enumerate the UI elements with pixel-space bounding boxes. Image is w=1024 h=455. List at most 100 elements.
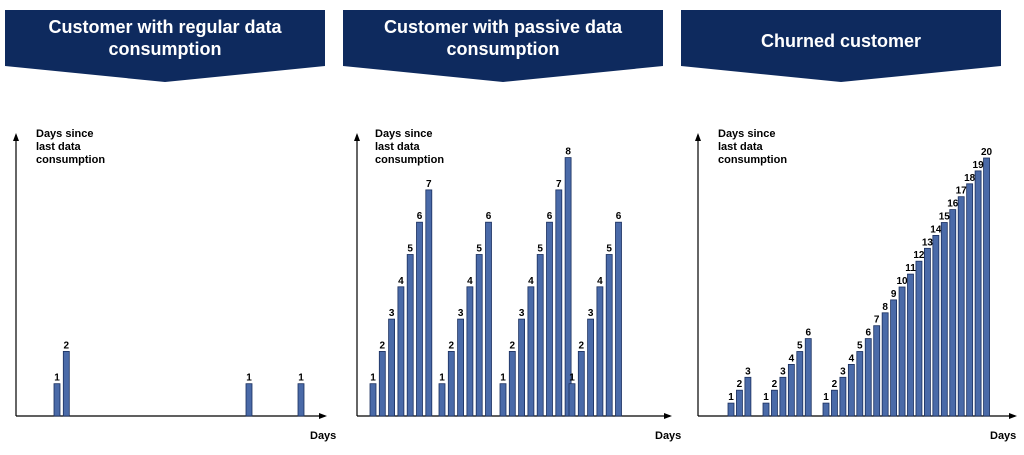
bar [873, 325, 881, 417]
bar [881, 312, 889, 417]
bar [605, 254, 613, 417]
bar-value-label: 1 [500, 373, 506, 384]
bar [508, 350, 516, 417]
bar-value-label: 1 [728, 392, 734, 403]
x-axis-label: Days [310, 430, 337, 442]
y-axis-arrow [695, 133, 701, 141]
bar [779, 376, 787, 417]
bar-value-label: 2 [449, 340, 455, 351]
bar [485, 221, 492, 417]
bar-value-label: 1 [246, 373, 252, 384]
bar [499, 383, 507, 417]
banner-churned: Churned customer [681, 10, 1001, 82]
bar [53, 383, 61, 417]
bar [518, 318, 525, 417]
bar [245, 383, 253, 417]
bar-value-label: 3 [389, 308, 395, 319]
banner-passive: Customer with passive data consumption [343, 10, 663, 82]
bar-value-label: 1 [763, 392, 769, 403]
bar-value-label: 5 [407, 244, 413, 255]
bar-value-label: 4 [849, 353, 855, 364]
y-axis-label: Days since last data consumption [718, 128, 788, 166]
banner-title: Churned customer [760, 31, 922, 51]
bar [949, 209, 957, 417]
bar [416, 221, 423, 417]
bar-value-label: 8 [882, 302, 888, 313]
bar [369, 383, 377, 417]
bar [536, 254, 544, 417]
bar-value-label: 8 [565, 147, 571, 158]
bar [847, 363, 855, 417]
bar-value-label: 2 [380, 340, 386, 351]
banner-regular: Customer with regular data consumption [5, 10, 325, 82]
bar [62, 350, 70, 417]
y-axis-label: Days since last data consumption [375, 128, 445, 166]
bar-value-label: 5 [797, 341, 803, 352]
bar-value-label: 4 [597, 276, 603, 287]
bar-value-label: 16 [947, 199, 959, 210]
bar-value-label: 7 [874, 315, 880, 326]
bar-value-label: 10 [896, 276, 908, 287]
bar-value-label: 4 [528, 276, 534, 287]
bar-value-label: 7 [426, 179, 432, 190]
bar-value-label: 6 [547, 211, 553, 222]
bar-value-label: 6 [865, 328, 871, 339]
bar-value-label: 6 [805, 328, 811, 339]
bar [564, 157, 572, 417]
bar [457, 318, 465, 417]
banner-title: Customer with passive data consumption [383, 17, 623, 59]
x-axis-label: Days [990, 430, 1017, 442]
bar-value-label: 3 [588, 308, 594, 319]
x-axis-label: Days [655, 430, 682, 442]
bar [839, 376, 847, 417]
x-axis-arrow [1009, 413, 1017, 419]
banner-shape [5, 10, 325, 82]
bar-value-label: 5 [537, 244, 543, 255]
bar-value-label: 12 [913, 250, 925, 261]
bar-value-label: 1 [823, 392, 829, 403]
bar [787, 363, 795, 417]
bar-value-label: 2 [579, 340, 585, 351]
banner-title: Customer with regular data consumption [48, 17, 282, 59]
bar [615, 221, 622, 417]
bar [406, 254, 414, 417]
bar [568, 383, 576, 417]
bar-value-label: 3 [780, 366, 786, 377]
bar [957, 196, 965, 417]
bar [915, 260, 923, 417]
bar-value-label: 1 [569, 373, 575, 384]
bar-value-label: 9 [891, 289, 897, 300]
bar [466, 286, 474, 417]
bar [856, 351, 864, 417]
bar-value-label: 5 [476, 244, 482, 255]
bar [796, 351, 804, 417]
bar [297, 383, 305, 417]
bar [940, 222, 948, 417]
bar-value-label: 17 [956, 186, 968, 197]
bar [546, 221, 553, 417]
bar [771, 389, 778, 417]
bar [890, 299, 897, 417]
bar [447, 350, 455, 417]
x-axis-arrow [664, 413, 672, 419]
bar [587, 318, 594, 417]
bar [822, 402, 830, 417]
bar-value-label: 19 [973, 160, 985, 171]
bar [804, 338, 812, 417]
bar [831, 389, 838, 417]
bar [388, 318, 396, 417]
bar-value-label: 13 [922, 237, 934, 248]
bar-value-label: 5 [857, 341, 863, 352]
bar-value-label: 4 [789, 353, 795, 364]
bar-value-label: 14 [930, 224, 942, 235]
bar [974, 170, 982, 417]
bar [438, 383, 446, 417]
bar [727, 402, 735, 417]
bar [555, 189, 563, 417]
x-axis-arrow [319, 413, 327, 419]
bar [907, 273, 914, 417]
y-axis-arrow [13, 133, 19, 141]
bar-value-label: 7 [556, 179, 562, 190]
bar [378, 350, 386, 417]
